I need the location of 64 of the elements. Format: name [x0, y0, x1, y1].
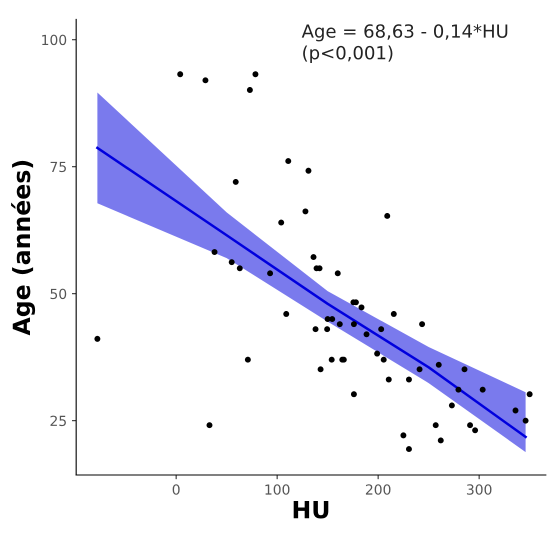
point	[456, 386, 462, 393]
x-tick-label: 200	[366, 484, 390, 495]
point	[350, 391, 357, 398]
point	[244, 356, 251, 363]
point	[232, 178, 239, 185]
point	[380, 356, 387, 363]
point	[306, 168, 312, 174]
point	[384, 213, 390, 219]
point	[334, 270, 341, 276]
point	[228, 259, 235, 266]
point	[302, 208, 308, 214]
point	[526, 391, 533, 398]
point	[364, 331, 370, 338]
point	[400, 432, 406, 438]
x-tick-label: 300	[466, 484, 492, 495]
point	[336, 321, 343, 328]
point	[177, 71, 184, 78]
point	[252, 71, 258, 78]
annotation: Age = 68,63 - 0,14*HU (p<0,001)	[302, 24, 508, 64]
point	[512, 408, 518, 414]
point	[416, 366, 423, 372]
point	[236, 265, 243, 272]
point	[406, 376, 412, 382]
point	[318, 366, 324, 372]
point	[94, 336, 100, 342]
point	[390, 311, 397, 317]
y-tick-label: 75	[50, 162, 66, 172]
point	[522, 418, 529, 424]
point	[212, 249, 218, 255]
point	[324, 326, 330, 332]
point	[328, 356, 335, 363]
x-tick-label: 0	[172, 484, 180, 495]
y-tick-label: 25	[50, 416, 66, 426]
point	[432, 422, 439, 428]
point	[406, 446, 412, 452]
point	[312, 326, 318, 332]
point	[480, 386, 486, 393]
y-tick-label: 50	[50, 288, 66, 300]
point	[283, 311, 290, 317]
point	[246, 87, 253, 93]
point	[202, 77, 208, 84]
point	[419, 321, 426, 328]
point	[436, 362, 442, 368]
line-series	[96, 146, 527, 438]
point	[374, 350, 380, 357]
point	[285, 158, 292, 164]
point	[350, 321, 357, 328]
point	[467, 422, 474, 428]
x-axis-title: HU	[294, 500, 328, 519]
point	[206, 422, 212, 428]
point	[462, 366, 468, 372]
point	[278, 220, 284, 226]
point	[448, 402, 455, 408]
x-tick-label: 100	[265, 484, 290, 495]
y-axis-title: Age (années)	[11, 160, 36, 336]
point	[472, 427, 478, 434]
y-tick-label: 100	[42, 34, 66, 46]
point	[378, 326, 384, 332]
point	[438, 438, 444, 444]
point	[386, 376, 392, 382]
point	[310, 254, 316, 260]
point	[329, 316, 336, 322]
point	[358, 304, 364, 310]
point	[267, 270, 274, 276]
